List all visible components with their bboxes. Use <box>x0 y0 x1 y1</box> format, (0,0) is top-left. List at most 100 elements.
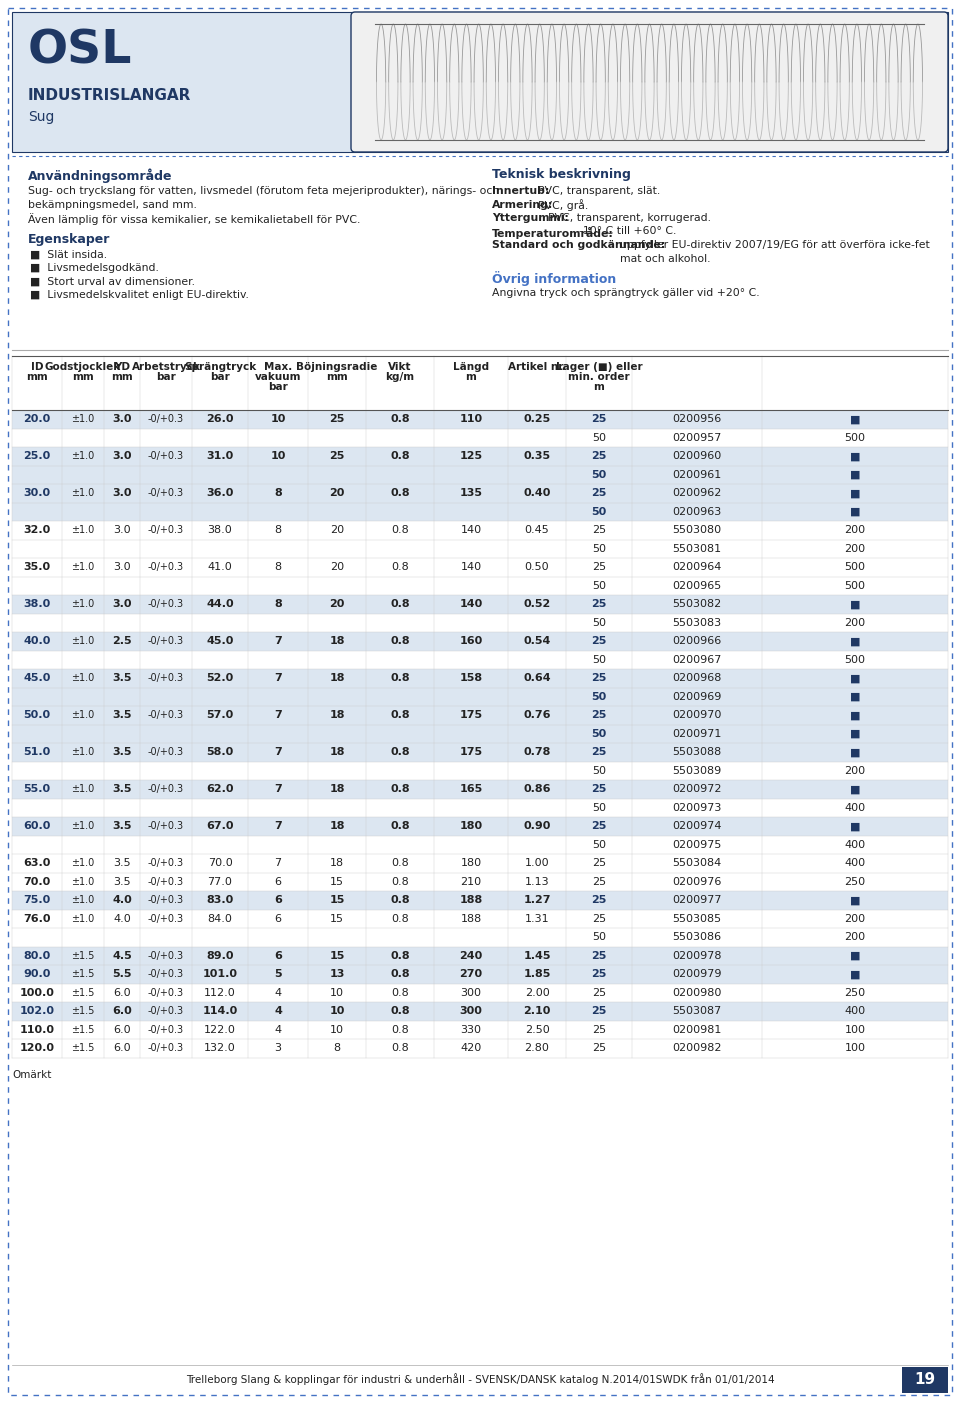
Text: ±1.0: ±1.0 <box>71 748 95 758</box>
Text: -0/+0.3: -0/+0.3 <box>148 913 184 923</box>
Text: -0/+0.3: -0/+0.3 <box>148 877 184 887</box>
Text: 175: 175 <box>460 748 483 758</box>
Text: Artikel nr.: Artikel nr. <box>508 362 566 372</box>
Text: 0.8: 0.8 <box>390 1006 410 1016</box>
Text: 3.0: 3.0 <box>113 525 131 536</box>
Text: Trelleborg Slang & kopplingar för industri & underhåll - SVENSK/DANSK katalog N.: Trelleborg Slang & kopplingar för indust… <box>185 1374 775 1385</box>
Text: Längd: Längd <box>453 362 489 372</box>
Text: mm: mm <box>72 372 94 382</box>
Text: 25: 25 <box>591 784 607 794</box>
Text: 6: 6 <box>274 895 282 905</box>
Text: 3.5: 3.5 <box>113 877 131 887</box>
Text: 120.0: 120.0 <box>19 1044 55 1054</box>
Text: 25: 25 <box>592 988 606 998</box>
Text: 135: 135 <box>460 488 483 498</box>
Text: 18: 18 <box>329 748 345 758</box>
Text: 70.0: 70.0 <box>207 859 232 868</box>
Text: Sprängtryck: Sprängtryck <box>184 362 256 372</box>
Bar <box>12 817 948 836</box>
Text: 0200978: 0200978 <box>672 951 722 961</box>
Text: 0.76: 0.76 <box>523 710 551 720</box>
Bar <box>12 13 948 152</box>
Text: ±1.0: ±1.0 <box>71 452 95 462</box>
Text: 50: 50 <box>591 506 607 516</box>
Text: 270: 270 <box>460 969 483 979</box>
Text: 1.45: 1.45 <box>523 951 551 961</box>
Text: 25: 25 <box>591 414 607 424</box>
Text: 0200976: 0200976 <box>672 877 722 887</box>
Text: Övrig information: Övrig information <box>492 271 616 286</box>
Text: 140: 140 <box>461 525 482 536</box>
Text: -0/+0.3: -0/+0.3 <box>148 859 184 868</box>
Text: 50: 50 <box>592 766 606 776</box>
Text: 0200982: 0200982 <box>672 1044 722 1054</box>
Bar <box>12 873 948 891</box>
Text: 210: 210 <box>461 877 482 887</box>
Text: 140: 140 <box>461 563 482 572</box>
Bar <box>12 356 948 410</box>
Text: 60.0: 60.0 <box>23 821 51 831</box>
Text: 50: 50 <box>592 432 606 443</box>
Text: 5503086: 5503086 <box>672 932 722 943</box>
Text: -0/+0.3: -0/+0.3 <box>148 1024 184 1035</box>
Text: 20.0: 20.0 <box>23 414 51 424</box>
Bar <box>12 780 948 798</box>
Text: 2.5: 2.5 <box>112 636 132 647</box>
Text: 1.27: 1.27 <box>523 895 551 905</box>
Text: Sug: Sug <box>28 109 55 123</box>
Text: 0.8: 0.8 <box>390 673 410 683</box>
Text: 3.0: 3.0 <box>112 599 132 609</box>
Text: INDUSTRISLANGAR: INDUSTRISLANGAR <box>28 88 191 102</box>
Text: Vikt: Vikt <box>388 362 412 372</box>
Text: ±1.0: ±1.0 <box>71 488 95 498</box>
Text: 50: 50 <box>592 617 606 627</box>
Text: 3.5: 3.5 <box>113 859 131 868</box>
Text: 5503084: 5503084 <box>672 859 722 868</box>
Bar <box>12 631 948 651</box>
Text: 400: 400 <box>845 840 866 850</box>
Text: 6: 6 <box>275 877 281 887</box>
Bar <box>12 724 948 744</box>
Text: min. order: min. order <box>568 372 630 382</box>
Text: 0200977: 0200977 <box>672 895 722 905</box>
Text: -0/+0.3: -0/+0.3 <box>148 488 184 498</box>
Text: mm: mm <box>326 372 348 382</box>
Text: ■: ■ <box>850 506 860 516</box>
Text: 1.85: 1.85 <box>523 969 551 979</box>
Text: Innertub:: Innertub: <box>492 187 549 196</box>
Text: 0.45: 0.45 <box>524 525 549 536</box>
Bar <box>12 1040 948 1058</box>
Text: 25: 25 <box>591 895 607 905</box>
Text: -0/+0.3: -0/+0.3 <box>148 988 184 998</box>
Text: bekämpningsmedel, sand mm.: bekämpningsmedel, sand mm. <box>28 199 197 209</box>
Text: bar: bar <box>156 372 176 382</box>
Text: 114.0: 114.0 <box>203 1006 238 1016</box>
Text: 15: 15 <box>329 895 345 905</box>
Text: 200: 200 <box>845 913 866 923</box>
Text: ±1.0: ±1.0 <box>71 859 95 868</box>
Text: 3.5: 3.5 <box>112 673 132 683</box>
Text: ±1.0: ±1.0 <box>71 913 95 923</box>
Text: 3.5: 3.5 <box>112 710 132 720</box>
Text: 240: 240 <box>460 951 483 961</box>
Text: 77.0: 77.0 <box>207 877 232 887</box>
Text: 200: 200 <box>845 617 866 627</box>
Text: 25: 25 <box>591 1006 607 1016</box>
Text: 0200981: 0200981 <box>672 1024 722 1035</box>
Text: kg/m: kg/m <box>385 372 415 382</box>
Text: mm: mm <box>111 372 132 382</box>
Text: Arbetstryck: Arbetstryck <box>132 362 201 372</box>
Text: YD: YD <box>114 362 130 372</box>
Text: 0200968: 0200968 <box>672 673 722 683</box>
Text: 18: 18 <box>329 821 345 831</box>
Text: 5503085: 5503085 <box>672 913 722 923</box>
Text: 0.25: 0.25 <box>523 414 551 424</box>
Text: bar: bar <box>268 382 288 391</box>
Text: 5: 5 <box>275 969 282 979</box>
Text: ±1.5: ±1.5 <box>71 988 95 998</box>
Text: 0200956: 0200956 <box>672 414 722 424</box>
Text: 420: 420 <box>461 1044 482 1054</box>
Text: 102.0: 102.0 <box>19 1006 55 1016</box>
Bar <box>12 595 948 613</box>
Text: ■  Slät insida.: ■ Slät insida. <box>30 250 108 260</box>
